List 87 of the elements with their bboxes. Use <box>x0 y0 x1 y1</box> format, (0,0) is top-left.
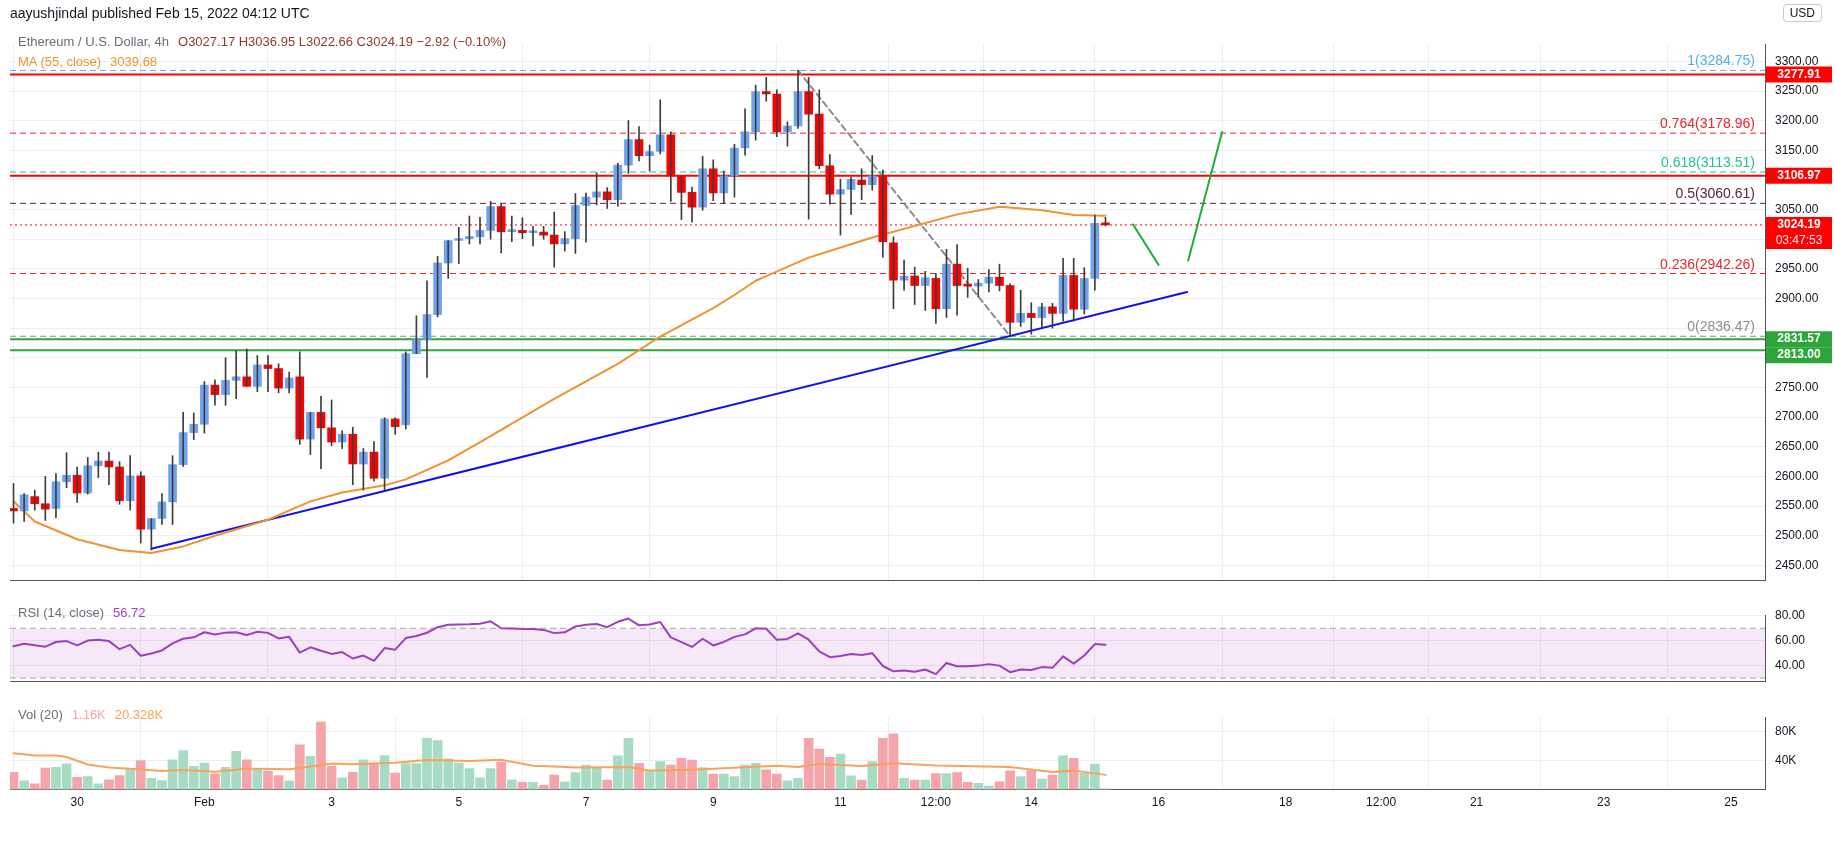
x-tick-label: 11 <box>834 795 847 810</box>
x-tick-label: 3 <box>328 795 336 810</box>
x-tick-label: 12:00 <box>1366 795 1397 810</box>
bar <box>284 780 294 790</box>
bar <box>125 769 135 790</box>
y-tick-label: 60.00 <box>1775 633 1806 648</box>
bar <box>72 777 82 790</box>
y-tick-label: 2900.00 <box>1775 290 1819 305</box>
y-tick-label: 80K <box>1775 723 1797 738</box>
y-tick-label: 2500.00 <box>1775 528 1819 543</box>
x-tick-label: 21 <box>1469 795 1484 810</box>
x-tick-label: 30 <box>70 795 85 810</box>
y-tick-label: 2600.00 <box>1775 468 1819 483</box>
chart-title: Ethereum / U.S. Dollar, 4h <box>18 34 170 49</box>
ref-line-label: 1(3284.75) <box>1687 52 1755 69</box>
chart-title: Vol (20) <box>18 707 63 722</box>
bar <box>899 777 909 790</box>
text: USD <box>1782 4 1822 22</box>
bar <box>294 744 305 790</box>
bar <box>634 762 644 790</box>
y-tick-label: 80.00 <box>1775 608 1806 623</box>
x-tick-label: 14 <box>1024 795 1039 810</box>
y-tick-label: 2550.00 <box>1775 498 1819 513</box>
text: 03:47:53 <box>1775 233 1823 248</box>
bar <box>602 779 613 790</box>
x-tick-label: Feb <box>194 795 216 810</box>
x-tick-label: 18 <box>1279 795 1293 810</box>
ref-line-label: 3106.97 <box>1777 168 1822 183</box>
x-tick-label: 9 <box>709 795 717 810</box>
candlestick <box>507 215 517 242</box>
bar <box>390 772 401 790</box>
y-tick-label: 3300.00 <box>1775 53 1819 68</box>
y-tick-label: 3150.00 <box>1775 142 1819 157</box>
bar <box>920 779 931 790</box>
ref-line-label: 0.764(3178.96) <box>1660 115 1755 132</box>
bar <box>210 773 220 790</box>
y-tick-label: 3200.00 <box>1775 113 1819 127</box>
y-tick-label: 2750.00 <box>1775 379 1819 394</box>
bar <box>10 771 19 790</box>
ref-line-label: 2831.57 <box>1777 331 1822 346</box>
bar <box>337 777 348 790</box>
x-tick-label: 23 <box>1597 795 1611 810</box>
bar <box>241 759 252 790</box>
bar <box>1037 778 1047 790</box>
annotation: 56.72 <box>112 605 146 620</box>
chart-title: RSI (14, close) <box>18 605 104 620</box>
x-tick-label: 7 <box>582 795 590 810</box>
x-tick-label: 25 <box>1724 795 1738 810</box>
bar <box>19 780 29 790</box>
bar <box>931 773 941 790</box>
bar <box>528 782 538 790</box>
bar <box>1026 770 1037 790</box>
y-tick-label: 3050.00 <box>1775 201 1819 216</box>
annotation: 3039.68 <box>110 54 158 69</box>
bar <box>369 762 379 790</box>
y-tick-label: 40K <box>1775 752 1797 767</box>
y-tick-label: 2450.00 <box>1775 557 1819 572</box>
text: MA (55, close) <box>18 54 102 69</box>
bar <box>867 761 878 790</box>
bar <box>506 779 517 790</box>
bar <box>1058 755 1068 790</box>
annotation: 20.328K <box>114 707 164 722</box>
chart-subtitle: O3027.17 H3036.95 L3022.66 C3024.19 −2.92 (−0.10%) <box>178 34 507 49</box>
bar <box>135 760 146 790</box>
y-tick-label: 40.00 <box>1775 657 1806 672</box>
text: aayushjindal published Feb 15, 2022 04:12 UTC <box>10 5 310 21</box>
ref-line-label: 0(2836.47) <box>1687 318 1755 335</box>
ref-line-label: 3277.91 <box>1777 66 1822 81</box>
x-tick-label: 12:00 <box>920 795 952 810</box>
ref-line-label: 3024.19 <box>1777 217 1822 232</box>
x-tick-label: 16 <box>1151 795 1166 810</box>
annotation: 1.16K <box>71 707 106 722</box>
bar <box>347 771 358 790</box>
y-tick-label: 2950.00 <box>1775 261 1819 276</box>
y-tick-label: 3250.00 <box>1775 83 1819 98</box>
bar <box>1015 776 1026 790</box>
ref-line-label: 2813.00 <box>1777 347 1822 362</box>
bar <box>941 773 952 790</box>
y-tick-label: 2650.00 <box>1775 439 1819 454</box>
bar <box>496 761 507 790</box>
y-tick-label: 2700.00 <box>1775 409 1819 424</box>
bar <box>708 773 719 790</box>
x-tick-label: 5 <box>455 795 463 810</box>
ref-line-label: 0.5(3060.61) <box>1675 185 1755 202</box>
ref-line-label: 0.236(2942.26) <box>1660 255 1755 272</box>
bar <box>1068 757 1079 790</box>
ref-line-label: 0.618(3113.51) <box>1661 153 1755 170</box>
